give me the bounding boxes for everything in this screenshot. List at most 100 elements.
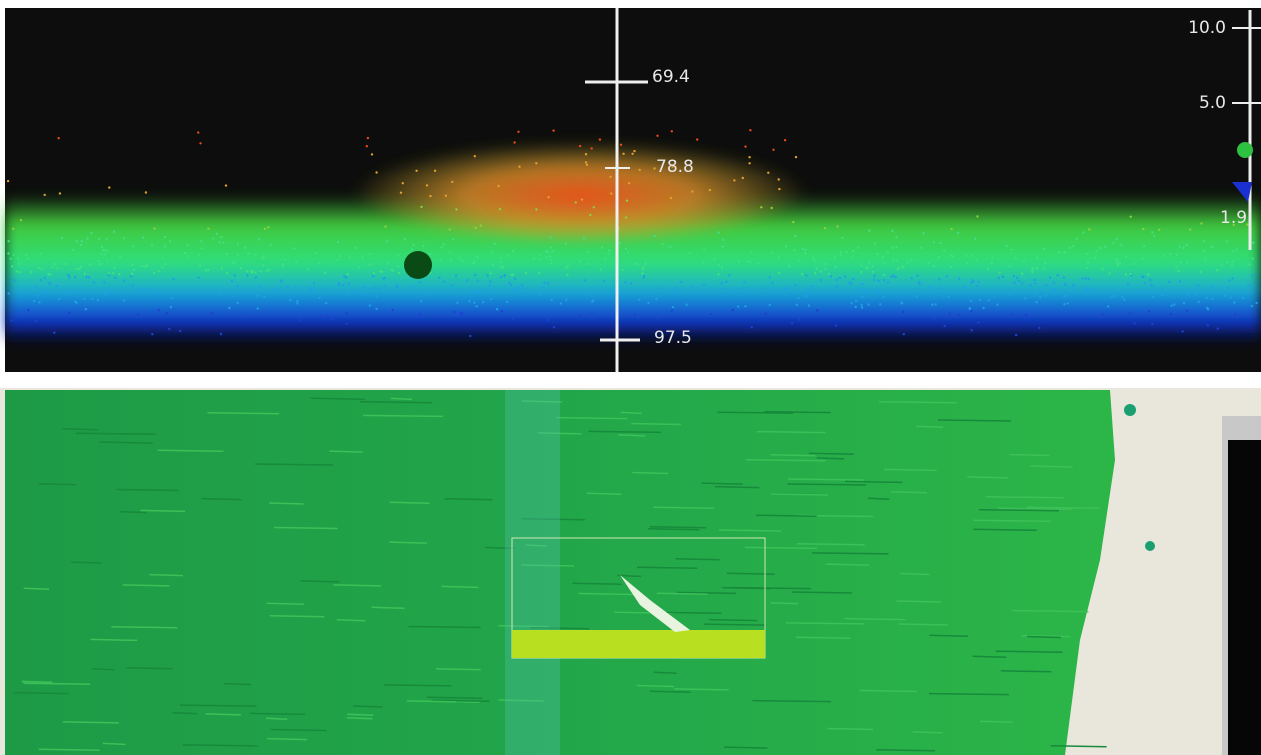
point (1249, 263, 1251, 265)
point (369, 288, 371, 290)
point (625, 248, 627, 250)
point (804, 253, 806, 255)
point (794, 235, 796, 237)
scale-handle[interactable] (1237, 142, 1253, 158)
point (840, 254, 842, 256)
point (164, 263, 166, 265)
point (938, 278, 940, 280)
point (861, 283, 863, 285)
ripple (1001, 671, 1052, 672)
point (231, 280, 233, 282)
point (601, 246, 603, 248)
point (581, 198, 583, 200)
point (1010, 249, 1012, 251)
point (547, 251, 549, 253)
ripple (579, 594, 638, 595)
point (91, 298, 93, 300)
point (294, 286, 296, 288)
point (769, 276, 771, 278)
point (703, 249, 705, 251)
point (98, 260, 100, 262)
ripple (347, 718, 373, 719)
point (451, 181, 453, 183)
point (897, 268, 899, 270)
point (310, 288, 312, 290)
point (1082, 231, 1084, 233)
point (839, 277, 841, 279)
ripple (22, 681, 53, 682)
point (491, 251, 493, 253)
ripple (876, 750, 935, 751)
screenshot: 69.4 78.8 97.5 10.0 5.0 1.9 (0, 0, 1261, 755)
point (1189, 289, 1191, 291)
point (849, 281, 851, 283)
point (1031, 271, 1033, 273)
point (506, 301, 508, 303)
point (1233, 301, 1235, 303)
point (639, 169, 641, 171)
ripple (717, 412, 793, 413)
point (896, 260, 898, 262)
point (878, 280, 880, 282)
ripple (334, 585, 382, 586)
point (266, 270, 268, 272)
ripple (183, 745, 259, 746)
ripple (123, 585, 170, 586)
point (1251, 305, 1253, 307)
point (420, 206, 422, 208)
point (685, 304, 687, 306)
point (1125, 273, 1127, 275)
ripple (76, 433, 156, 434)
point (512, 250, 514, 252)
point (450, 259, 452, 261)
point (958, 277, 960, 279)
point (39, 253, 41, 255)
point (69, 292, 71, 294)
point (744, 305, 746, 307)
ripple (998, 508, 1072, 509)
point (146, 264, 148, 266)
point (1072, 284, 1074, 286)
point (367, 137, 369, 139)
point (324, 272, 326, 274)
point (461, 260, 463, 262)
point (691, 286, 693, 288)
point (106, 250, 108, 252)
point (906, 261, 908, 263)
point (813, 259, 815, 261)
point (673, 290, 675, 292)
point (1231, 264, 1233, 266)
point (991, 257, 993, 259)
point (469, 335, 471, 337)
point (502, 267, 504, 269)
point (325, 302, 327, 304)
point (543, 282, 545, 284)
point (158, 270, 160, 272)
point (852, 250, 854, 252)
point (1141, 257, 1143, 259)
point (1182, 247, 1184, 249)
ripple (13, 693, 68, 694)
ripple (859, 691, 917, 692)
swath-stripe (505, 390, 560, 755)
point (933, 318, 935, 320)
ripple (363, 415, 443, 416)
point (1169, 253, 1171, 255)
point (375, 171, 377, 173)
point (201, 248, 203, 250)
point (1129, 312, 1131, 314)
point (1230, 296, 1232, 298)
point (872, 265, 874, 267)
point (1187, 293, 1189, 295)
ripple (427, 697, 482, 698)
point (254, 271, 256, 273)
point (1129, 273, 1131, 275)
point (1121, 296, 1123, 298)
point (1216, 269, 1218, 271)
point (441, 246, 443, 248)
point (895, 276, 897, 278)
point (1044, 262, 1046, 264)
point (480, 224, 482, 226)
point (567, 265, 569, 267)
point (970, 310, 972, 312)
